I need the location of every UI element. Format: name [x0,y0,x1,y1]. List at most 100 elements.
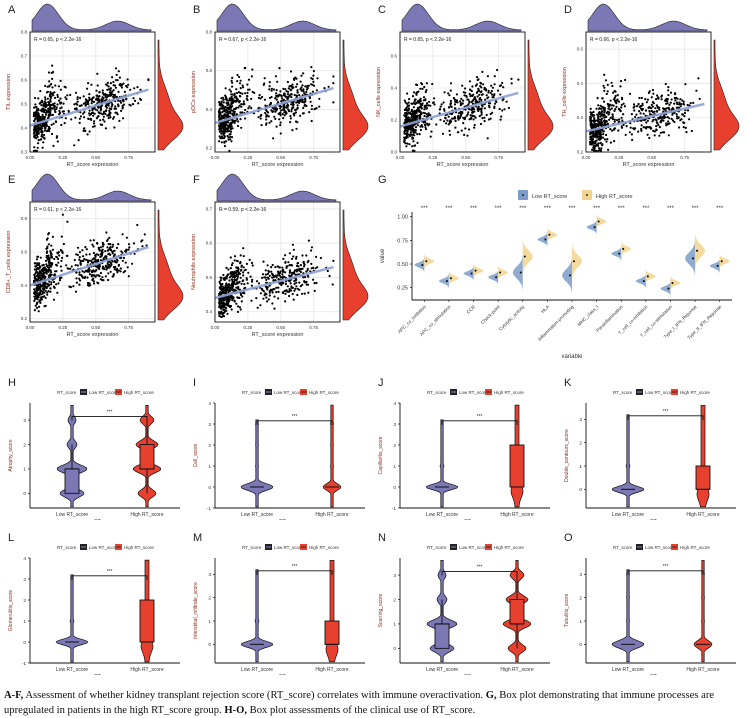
data-point [613,109,616,112]
data-point [218,102,221,105]
data-point [38,300,41,303]
data-point [107,265,110,268]
data-point [605,115,608,118]
data-point [48,127,51,130]
y-tick-label: 4 [393,401,396,407]
box [695,465,711,490]
data-point [597,131,600,134]
data-point [448,129,451,132]
data-point [449,102,452,105]
data-point [601,97,604,100]
data-point [237,296,240,299]
data-point [640,124,643,127]
data-point [37,107,40,111]
data-point [265,285,268,289]
data-point [239,292,242,295]
x-tick-label: Low RT_score [426,512,458,518]
data-point [229,284,232,287]
data-point [283,114,286,117]
significance-label: *** [716,206,724,212]
data-point [449,89,452,92]
data-point [224,113,227,116]
data-point [37,310,40,313]
data-point [72,285,75,288]
data-point [76,96,79,99]
data-point [607,107,610,110]
data-point [447,123,450,126]
x-tick-label: 0.75 [309,155,318,160]
data-point [664,82,667,86]
data-point [491,86,494,89]
data-point [86,133,89,136]
data-point [590,119,593,122]
data-point [47,114,50,118]
data-point [667,134,670,137]
data-point [283,111,286,114]
data-point [56,95,59,99]
data-point [222,301,225,305]
median-high [671,281,674,284]
data-point [114,67,118,70]
data-point [268,290,271,293]
legend-label-high: High RT_score [494,545,524,550]
data-point [271,302,274,305]
panel-label-e: E [8,174,16,186]
data-point [651,101,654,104]
significance-bracket [256,570,333,575]
data-point [613,120,616,123]
data-point [275,125,278,128]
data-point [238,306,241,309]
data-point [87,117,90,120]
data-point [423,112,426,115]
data-point [54,96,57,99]
y-tick-label: 1 [208,619,211,625]
data-point [445,122,448,125]
data-point [413,144,416,147]
data-point [493,105,496,108]
data-point [76,253,79,256]
data-point [449,99,452,103]
significance-label: *** [692,206,700,212]
data-point [111,90,114,93]
y-axis-label: TIL expression [6,74,12,110]
data-point [233,272,236,275]
data-point [93,112,96,115]
data-point [35,110,38,113]
data-point [282,94,285,97]
data-point [456,131,459,134]
data-point [485,94,488,97]
data-point [33,299,36,302]
data-point [431,82,434,86]
data-point [40,138,43,141]
data-point [86,269,89,272]
x-tick-label: Low RT_score [56,667,88,673]
data-point [277,112,280,115]
y-tick-label: 0.8 [21,216,28,221]
data-point [271,110,275,113]
data-point [295,285,298,288]
y-tick-label: 3 [23,418,26,424]
data-point [315,281,318,285]
data-point [33,268,36,271]
y-tick-label: 3 [23,577,26,583]
data-point [275,286,278,289]
data-point [95,253,98,256]
data-point [238,82,242,85]
data-point [433,103,436,106]
data-point [464,87,467,90]
data-point [219,279,222,282]
data-point [237,273,240,276]
data-point [416,133,419,136]
data-point [611,118,615,121]
median-high [646,275,649,278]
data-point [46,85,49,88]
data-point [640,96,643,100]
violin-high [424,251,435,272]
x-tick-label: 0.25 [59,325,68,330]
data-point [222,308,225,311]
data-point [239,87,242,90]
regression-line [214,265,334,300]
data-point [280,100,283,103]
data-point [603,109,606,112]
data-point [293,280,296,283]
